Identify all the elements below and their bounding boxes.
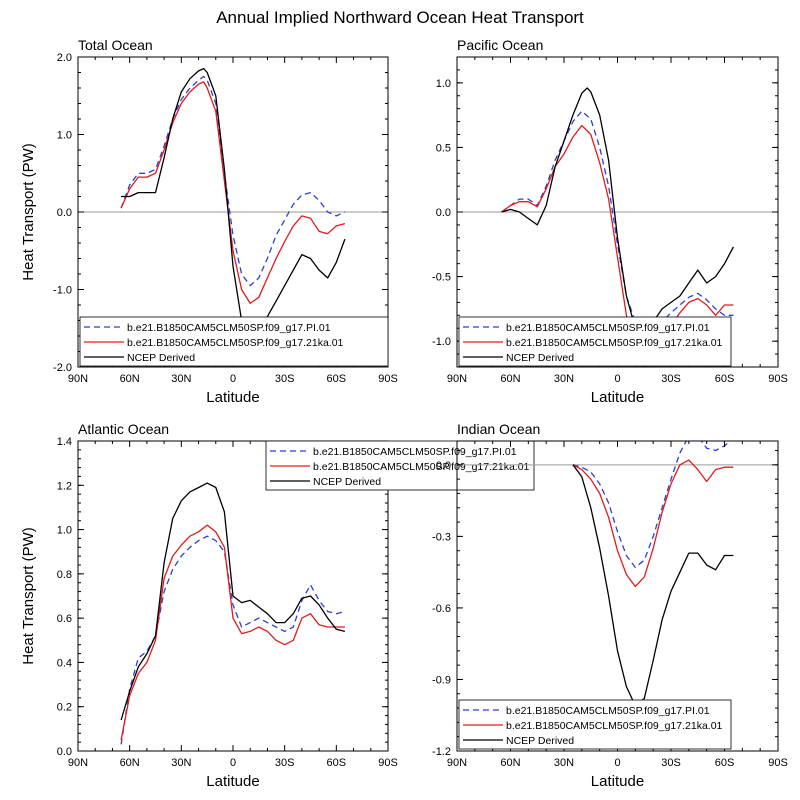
- y-tick-label: 1.0: [57, 525, 72, 537]
- legend-label-ncep: NCEP Derived: [127, 352, 195, 364]
- x-axis-label: Latitude: [591, 389, 644, 406]
- y-tick-label: 0.0: [57, 207, 72, 219]
- x-tick-label: 60S: [327, 757, 347, 769]
- y-tick-label: -1.2: [432, 746, 451, 758]
- series-line-ncep: [501, 87, 734, 336]
- legend-label-ka21: b.e21.B1850CAM5CLM50SP.f09_g17.21ka.01: [313, 461, 530, 473]
- legend-label-ncep: NCEP Derived: [506, 352, 574, 364]
- y-tick-label: 0.4: [57, 657, 72, 669]
- legend-label-pi: b.e21.B1850CAM5CLM50SP.f09_g17.PI.01: [127, 322, 331, 334]
- y-tick-label: -1.0: [432, 336, 451, 348]
- x-tick-label: 0: [614, 757, 620, 769]
- legend-label-ka21: b.e21.B1850CAM5CLM50SP.f09_g17.21ka.01: [127, 337, 344, 349]
- x-tick-label: 30S: [661, 757, 681, 769]
- series-line-ncep: [120, 482, 346, 721]
- x-axis-label: Latitude: [206, 773, 259, 790]
- panel-pacific-ocean: 90N 60N 30N 0 30S 60S 90S -1.0 -0.5 0.0 0.5 1.0 Paci…: [432, 37, 788, 406]
- figure-title: Annual Implied Northward Ocean Heat Tran…: [216, 8, 584, 27]
- x-tick-label: 90S: [768, 757, 788, 769]
- x-tick-label: 60S: [715, 373, 735, 385]
- y-tick-label: -1.0: [53, 285, 72, 297]
- x-tick-label: 30S: [661, 373, 681, 385]
- y-tick-label: 0.5: [436, 142, 451, 154]
- legend-box: [458, 316, 732, 367]
- legend-label-ka21: b.e21.B1850CAM5CLM50SP.f09_g17.21ka.01: [506, 337, 723, 349]
- x-tick-label: 60N: [120, 757, 140, 769]
- series-line-ka21: [501, 124, 734, 367]
- panel-indian-ocean: 90N 60N 30N 0 30S 60S 90S -1.2 -0.9 -0.6 -0.3 0.0 In…: [432, 421, 788, 790]
- x-tick-label: 60N: [120, 373, 140, 385]
- y-tick-label: -0.5: [432, 272, 451, 284]
- legend-label-ka21: b.e21.B1850CAM5CLM50SP.f09_g17.21ka.01: [506, 720, 723, 732]
- y-tick-label: -0.9: [432, 674, 451, 686]
- y-tick-label: 0.0: [436, 460, 451, 472]
- series-line-pi: [501, 110, 734, 336]
- y-axis-label: Heat Transport (PW): [20, 143, 37, 281]
- legend-label-pi: b.e21.B1850CAM5CLM50SP.f09_g17.PI.01: [313, 446, 517, 458]
- x-axis-label: Latitude: [206, 389, 259, 406]
- legend: b.e21.B1850CAM5CLM50SP.f09_g17.PI.01 b.e2…: [458, 316, 732, 367]
- series-line-ka21: [120, 524, 345, 741]
- y-tick-label: 0.0: [436, 207, 451, 219]
- x-tick-label: 30S: [275, 757, 295, 769]
- panel-total-ocean: 90N 60N 30N 0 30S 60S 90S -2.0 -1.0 0.0 1.0 2.0 Tota…: [20, 37, 398, 406]
- legend-box: [458, 699, 732, 750]
- series-line-ncep: [121, 67, 346, 337]
- x-axis-label: Latitude: [591, 773, 644, 790]
- y-tick-label: -0.3: [432, 531, 451, 543]
- y-axis-label: Heat Transport (PW): [20, 527, 37, 665]
- y-tick-label: 1.4: [57, 436, 72, 448]
- legend-label-pi: b.e21.B1850CAM5CLM50SP.f09_g17.PI.01: [506, 322, 710, 334]
- y-tick-label: 0.6: [57, 613, 72, 625]
- y-tick-label: 0.0: [57, 746, 72, 758]
- x-tick-label: 90N: [447, 373, 467, 385]
- y-tick-label: -2.0: [53, 362, 72, 374]
- series-line-ncep: [572, 464, 734, 707]
- legend-label-ncep: NCEP Derived: [506, 735, 574, 747]
- x-tick-label: 90S: [378, 757, 398, 769]
- y-tick-label: 1.0: [436, 78, 451, 90]
- x-tick-label: 30N: [171, 757, 191, 769]
- x-tick-label: 60S: [715, 757, 735, 769]
- x-tick-label: 0: [230, 757, 236, 769]
- panel-title-indian-ocean: Indian Ocean: [457, 421, 540, 437]
- x-tick-label: 90N: [447, 757, 467, 769]
- x-tick-label: 30N: [554, 757, 574, 769]
- x-tick-label: 60N: [500, 373, 520, 385]
- x-tick-label: 60N: [500, 757, 520, 769]
- y-tick-label: 0.8: [57, 569, 72, 581]
- legend: b.e21.B1850CAM5CLM50SP.f09_g17.PI.01 b.e2…: [265, 440, 535, 491]
- y-tick-label: 0.2: [57, 702, 72, 714]
- x-tick-label: 90N: [68, 373, 88, 385]
- legend-label-pi: b.e21.B1850CAM5CLM50SP.f09_g17.PI.01: [506, 705, 710, 717]
- y-tick-label: 1.0: [57, 130, 72, 142]
- legend-label-ncep: NCEP Derived: [313, 476, 381, 488]
- panel-title-atlantic-ocean: Atlantic Ocean: [78, 421, 169, 437]
- x-tick-label: 0: [614, 373, 620, 385]
- x-tick-label: 0: [230, 373, 236, 385]
- x-tick-label: 30N: [554, 373, 574, 385]
- x-tick-label: 90S: [378, 373, 398, 385]
- panel-atlantic-ocean: 90N 60N 30N 0 30S 60S 90S 0.0 0.2 0.4 0.6 0.8 1.0 1.2…: [20, 421, 535, 790]
- series-line-ka21: [572, 459, 734, 588]
- series-line-pi: [572, 441, 732, 569]
- x-tick-label: 60S: [327, 373, 347, 385]
- x-tick-label: 90S: [768, 373, 788, 385]
- y-tick-label: -0.6: [432, 603, 451, 615]
- panel-title-total-ocean: Total Ocean: [78, 37, 153, 53]
- legend-box: [265, 440, 535, 491]
- x-tick-label: 30N: [171, 373, 191, 385]
- y-tick-label: 2.0: [57, 52, 72, 64]
- legend-box: [79, 316, 389, 367]
- x-tick-label: 90N: [68, 757, 88, 769]
- panel-title-pacific-ocean: Pacific Ocean: [457, 37, 543, 53]
- y-tick-label: 1.2: [57, 480, 72, 492]
- legend: b.e21.B1850CAM5CLM50SP.f09_g17.PI.01 b.e2…: [79, 316, 389, 367]
- legend: b.e21.B1850CAM5CLM50SP.f09_g17.PI.01 b.e2…: [458, 699, 732, 750]
- x-tick-label: 30S: [275, 373, 295, 385]
- series-line-pi: [120, 75, 346, 287]
- series-line-pi: [120, 535, 346, 745]
